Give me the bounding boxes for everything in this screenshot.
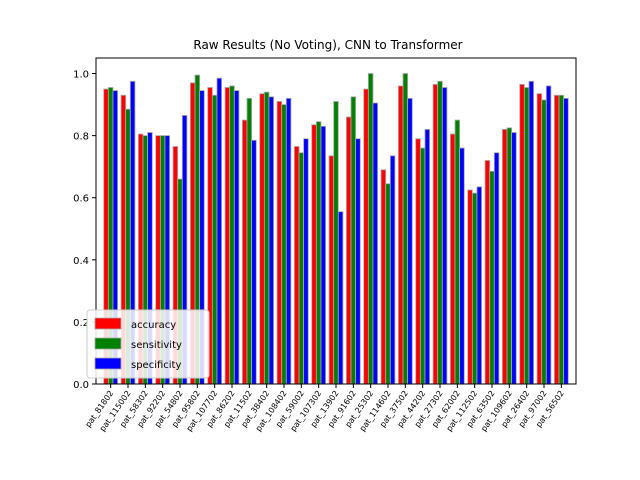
bar-sensitivity [454,119,461,385]
bar-accuracy [328,155,335,385]
legend-swatch-accuracy [94,317,122,330]
bar-accuracy [501,129,508,385]
bar-accuracy [415,138,421,385]
bar-sensitivity [471,192,478,385]
y-tick-label: 0.0 [73,380,89,391]
y-tick-label: 0.4 [73,256,89,267]
bar-accuracy [293,146,300,385]
bar-specificity [441,87,448,385]
bar-specificity [233,90,240,385]
bar-sensitivity [211,94,218,385]
bar-accuracy [241,119,248,385]
bar-sensitivity [246,97,253,385]
chart-title: Raw Results (No Voting), CNN to Transfor… [193,38,462,52]
bar-sensitivity [402,73,409,385]
bar-specificity [528,80,535,385]
y-tick-label: 0.8 [73,132,89,143]
bar-accuracy [380,169,387,385]
legend: accuracy sensitivity specificity [86,309,210,379]
bar-accuracy [467,189,473,385]
bar-sensitivity [489,170,495,385]
bar-sensitivity [333,101,339,385]
bar-specificity [372,102,379,385]
bar-accuracy [363,88,369,385]
bar-specificity [493,152,500,385]
bar-sensitivity [558,94,565,385]
bar-specificity [303,138,309,385]
bar-sensitivity [281,104,287,385]
legend-label-specificity: specificity [131,360,181,371]
bar-specificity [251,139,257,385]
bar-specificity [407,97,413,385]
bar-sensitivity [315,121,322,385]
bar-accuracy [554,94,560,385]
bar-accuracy [519,83,525,385]
bar-accuracy [224,87,231,385]
bar-sensitivity [437,80,443,385]
bar-sensitivity [523,87,530,385]
bar-accuracy [449,133,456,385]
bar-accuracy [345,116,352,385]
legend-swatch-specificity [94,357,122,370]
bar-specificity [459,147,465,385]
bar-specificity [424,129,431,385]
bar-sensitivity [385,183,391,385]
bar-accuracy [536,93,543,385]
bar-specificity [563,97,569,385]
bar-sensitivity [229,85,235,385]
bar-specificity [320,125,327,385]
bar-specificity [476,186,483,385]
plot-frame [95,57,577,385]
bar-sensitivity [367,73,374,385]
legend-label-accuracy: accuracy [131,320,176,331]
bar-specificity [545,85,552,385]
bar-sensitivity [419,147,426,385]
legend-swatch-sensitivity [94,337,122,350]
bar-accuracy [259,93,265,385]
bar-specificity [337,211,344,385]
y-tick-label: 0.6 [73,194,89,205]
bar-specificity [389,155,396,385]
bar-sensitivity [350,96,357,385]
bar-sensitivity [541,99,547,385]
bar-accuracy [311,124,317,385]
bar-accuracy [276,101,283,385]
bar-accuracy [484,160,491,385]
bar-sensitivity [263,91,270,385]
y-tick-label: 0.2 [73,318,89,329]
y-tick-label: 1.0 [73,70,89,81]
bar-specificity [268,96,275,385]
bar-specificity [355,138,361,385]
legend-label-sensitivity: sensitivity [131,340,182,351]
bar-accuracy [432,83,439,385]
bar-sensitivity [298,152,305,385]
bar-specificity [511,132,517,385]
bar-specificity [216,77,223,385]
bar-accuracy [397,85,404,385]
y-axis: 0.0 0.2 0.4 0.6 0.8 1.0 [73,70,96,391]
bar-sensitivity [506,127,513,385]
bar-specificity [285,97,292,385]
